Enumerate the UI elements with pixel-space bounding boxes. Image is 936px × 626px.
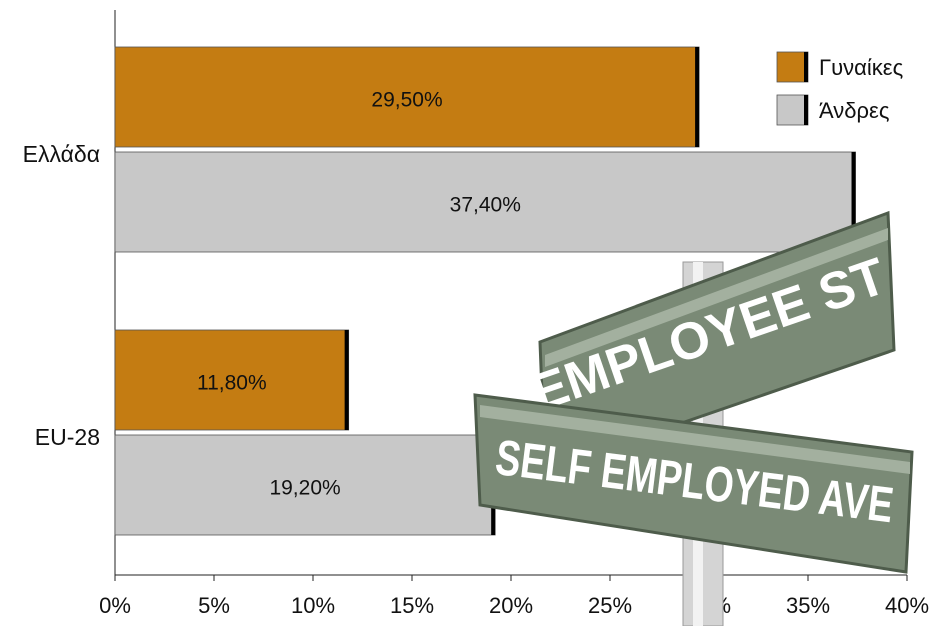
data-label: 37,40% bbox=[450, 194, 521, 217]
legend-label: Άνδρες bbox=[819, 98, 889, 123]
data-label: 29,50% bbox=[371, 89, 442, 112]
data-label: 11,80% bbox=[197, 372, 267, 395]
bar bbox=[114, 434, 496, 536]
bar-edge bbox=[695, 47, 700, 147]
legend-swatch bbox=[776, 94, 809, 126]
street-sign-illustration: EMPLOYEE ST SELF EMPLOYED AVE bbox=[473, 210, 914, 626]
bar bbox=[114, 329, 350, 431]
legend-swatch bbox=[776, 51, 809, 83]
legend-swatch-edge bbox=[804, 95, 808, 125]
x-tick-label: 15% bbox=[390, 593, 434, 618]
legend-label: Γυναίκες bbox=[819, 55, 903, 80]
x-tick-label: 5% bbox=[198, 593, 230, 618]
bar bbox=[114, 46, 700, 148]
x-tick-label: 40% bbox=[885, 593, 929, 618]
y-tick-label: EU-28 bbox=[35, 424, 100, 450]
employee-sign-highlight bbox=[545, 228, 888, 367]
data-label: 19,20% bbox=[269, 477, 340, 500]
x-tick-label: 35% bbox=[786, 593, 830, 618]
y-tick-label: Ελλάδα bbox=[23, 141, 100, 167]
self-employed-sign-highlight bbox=[480, 405, 910, 474]
x-tick-label: 10% bbox=[291, 593, 335, 618]
x-tick-label: 20% bbox=[489, 593, 533, 618]
self-employed-sign bbox=[473, 393, 914, 574]
legend-swatch-edge bbox=[804, 52, 808, 82]
bar-edge bbox=[344, 330, 349, 430]
x-tick-label: 0% bbox=[99, 593, 131, 618]
x-tick-label: 25% bbox=[588, 593, 632, 618]
bar-edge bbox=[851, 152, 856, 252]
